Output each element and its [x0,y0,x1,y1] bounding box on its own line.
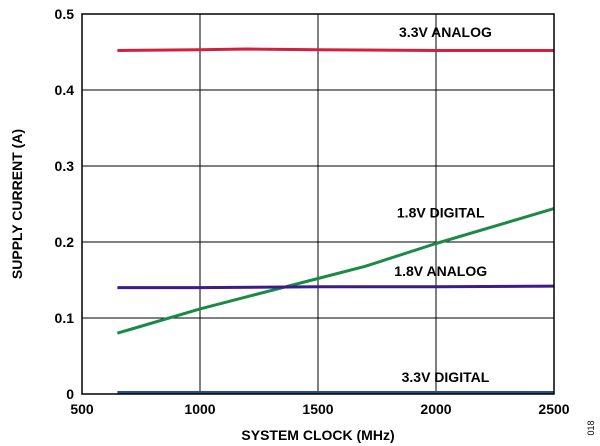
y-tick-label: 0.2 [55,234,75,250]
figure-id: 018 [586,420,596,435]
x-tick-label: 500 [70,401,94,417]
y-tick-label: 0.5 [55,6,75,22]
x-tick-label: 1500 [302,401,333,417]
series-label: 3.3V ANALOG [399,24,492,40]
x-tick-label: 2500 [538,401,569,417]
series-label: 3.3V DIGITAL [402,369,490,385]
series-lines [116,47,555,394]
y-tick-label: 0.1 [55,310,75,326]
x-tick-label: 1000 [184,401,215,417]
series-line-1-8v-analog [117,284,555,290]
series-line-1-8v-digital [116,207,555,335]
series-label: 1.8V ANALOG [394,263,487,279]
x-axis-title: SYSTEM CLOCK (MHz) [241,427,394,443]
plot-frame [81,13,555,395]
x-tick-label: 2000 [420,401,451,417]
y-tick-label: 0.4 [55,82,75,98]
series-labels: 3.3V ANALOG 1.8V DIGITAL 1.8V ANALOG 3.3V D… [394,24,492,385]
tick-labels: 500 1000 1500 2000 2500 0 0.1 0.2 0.3 0.4 0.5 [55,6,570,417]
y-axis-title: SUPPLY CURRENT (A) [9,129,25,279]
y-tick-label: 0 [66,386,74,402]
series-label: 1.8V DIGITAL [397,205,485,221]
series-line-3-3v-analog [117,47,554,52]
y-tick-label: 0.3 [55,158,75,174]
